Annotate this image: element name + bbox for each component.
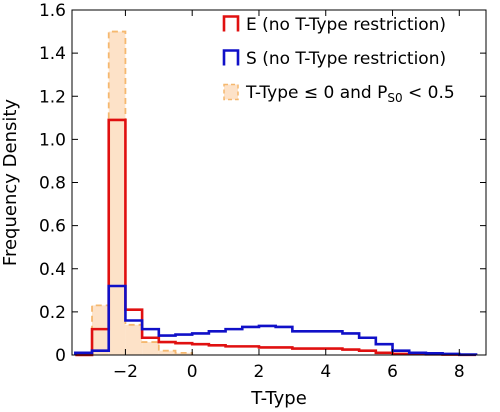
x-tick-label: 8 (454, 362, 465, 382)
bar-0-3 (125, 324, 143, 355)
legend-label: S (no T-Type restriction) (246, 49, 446, 69)
x-tick-label: −2 (113, 362, 138, 382)
x-tick-label: 2 (254, 362, 265, 382)
y-tick-label: 1.0 (39, 130, 66, 150)
legend-item-1: E (no T-Type restriction) (222, 15, 446, 35)
bar-0-2 (108, 31, 126, 355)
series-outline-0 (75, 30, 194, 356)
y-tick-label: 1.6 (39, 1, 66, 21)
series-2 (74, 284, 478, 356)
legend-item-2: S (no T-Type restriction) (222, 49, 446, 69)
y-tick-label: 1.2 (39, 87, 66, 107)
legend-item-0: T-Type ≤ 0 and PS0 < 0.5 (223, 83, 455, 105)
x-tick-label: 0 (187, 362, 198, 382)
x-axis-label: T-Type (250, 388, 307, 409)
legend-swatch (222, 49, 240, 66)
legend-label: E (no T-Type restriction) (246, 15, 446, 35)
y-tick-label: 0.6 (39, 217, 66, 237)
y-tick-label: 0.2 (39, 303, 66, 323)
series-line-2 (74, 284, 478, 356)
x-tick-label: 4 (320, 362, 331, 382)
series-0 (75, 30, 194, 356)
bar-0-6 (175, 352, 193, 355)
y-tick-label: 0.8 (39, 174, 66, 194)
bar-0-5 (158, 350, 176, 355)
legend-swatch (223, 83, 239, 101)
legend: E (no T-Type restriction) S (no T-Type re… (222, 15, 455, 105)
y-tick-label: 0.4 (39, 260, 66, 280)
legend-label: T-Type ≤ 0 and PS0 < 0.5 (245, 83, 455, 105)
y-tick-label: 0 (55, 346, 66, 366)
plot-area (74, 30, 478, 357)
x-tick-label: 6 (387, 362, 398, 382)
bar-0-4 (142, 342, 159, 355)
legend-swatch (222, 15, 240, 32)
y-axis-label: Frequency Density (0, 99, 21, 266)
axis-ticks: −2 0 2 4 6 8 0 0.2 0.4 0.6 0.8 1.0 1.2 1.4 1.6 (39, 1, 486, 382)
y-tick-label: 1.4 (39, 44, 66, 64)
